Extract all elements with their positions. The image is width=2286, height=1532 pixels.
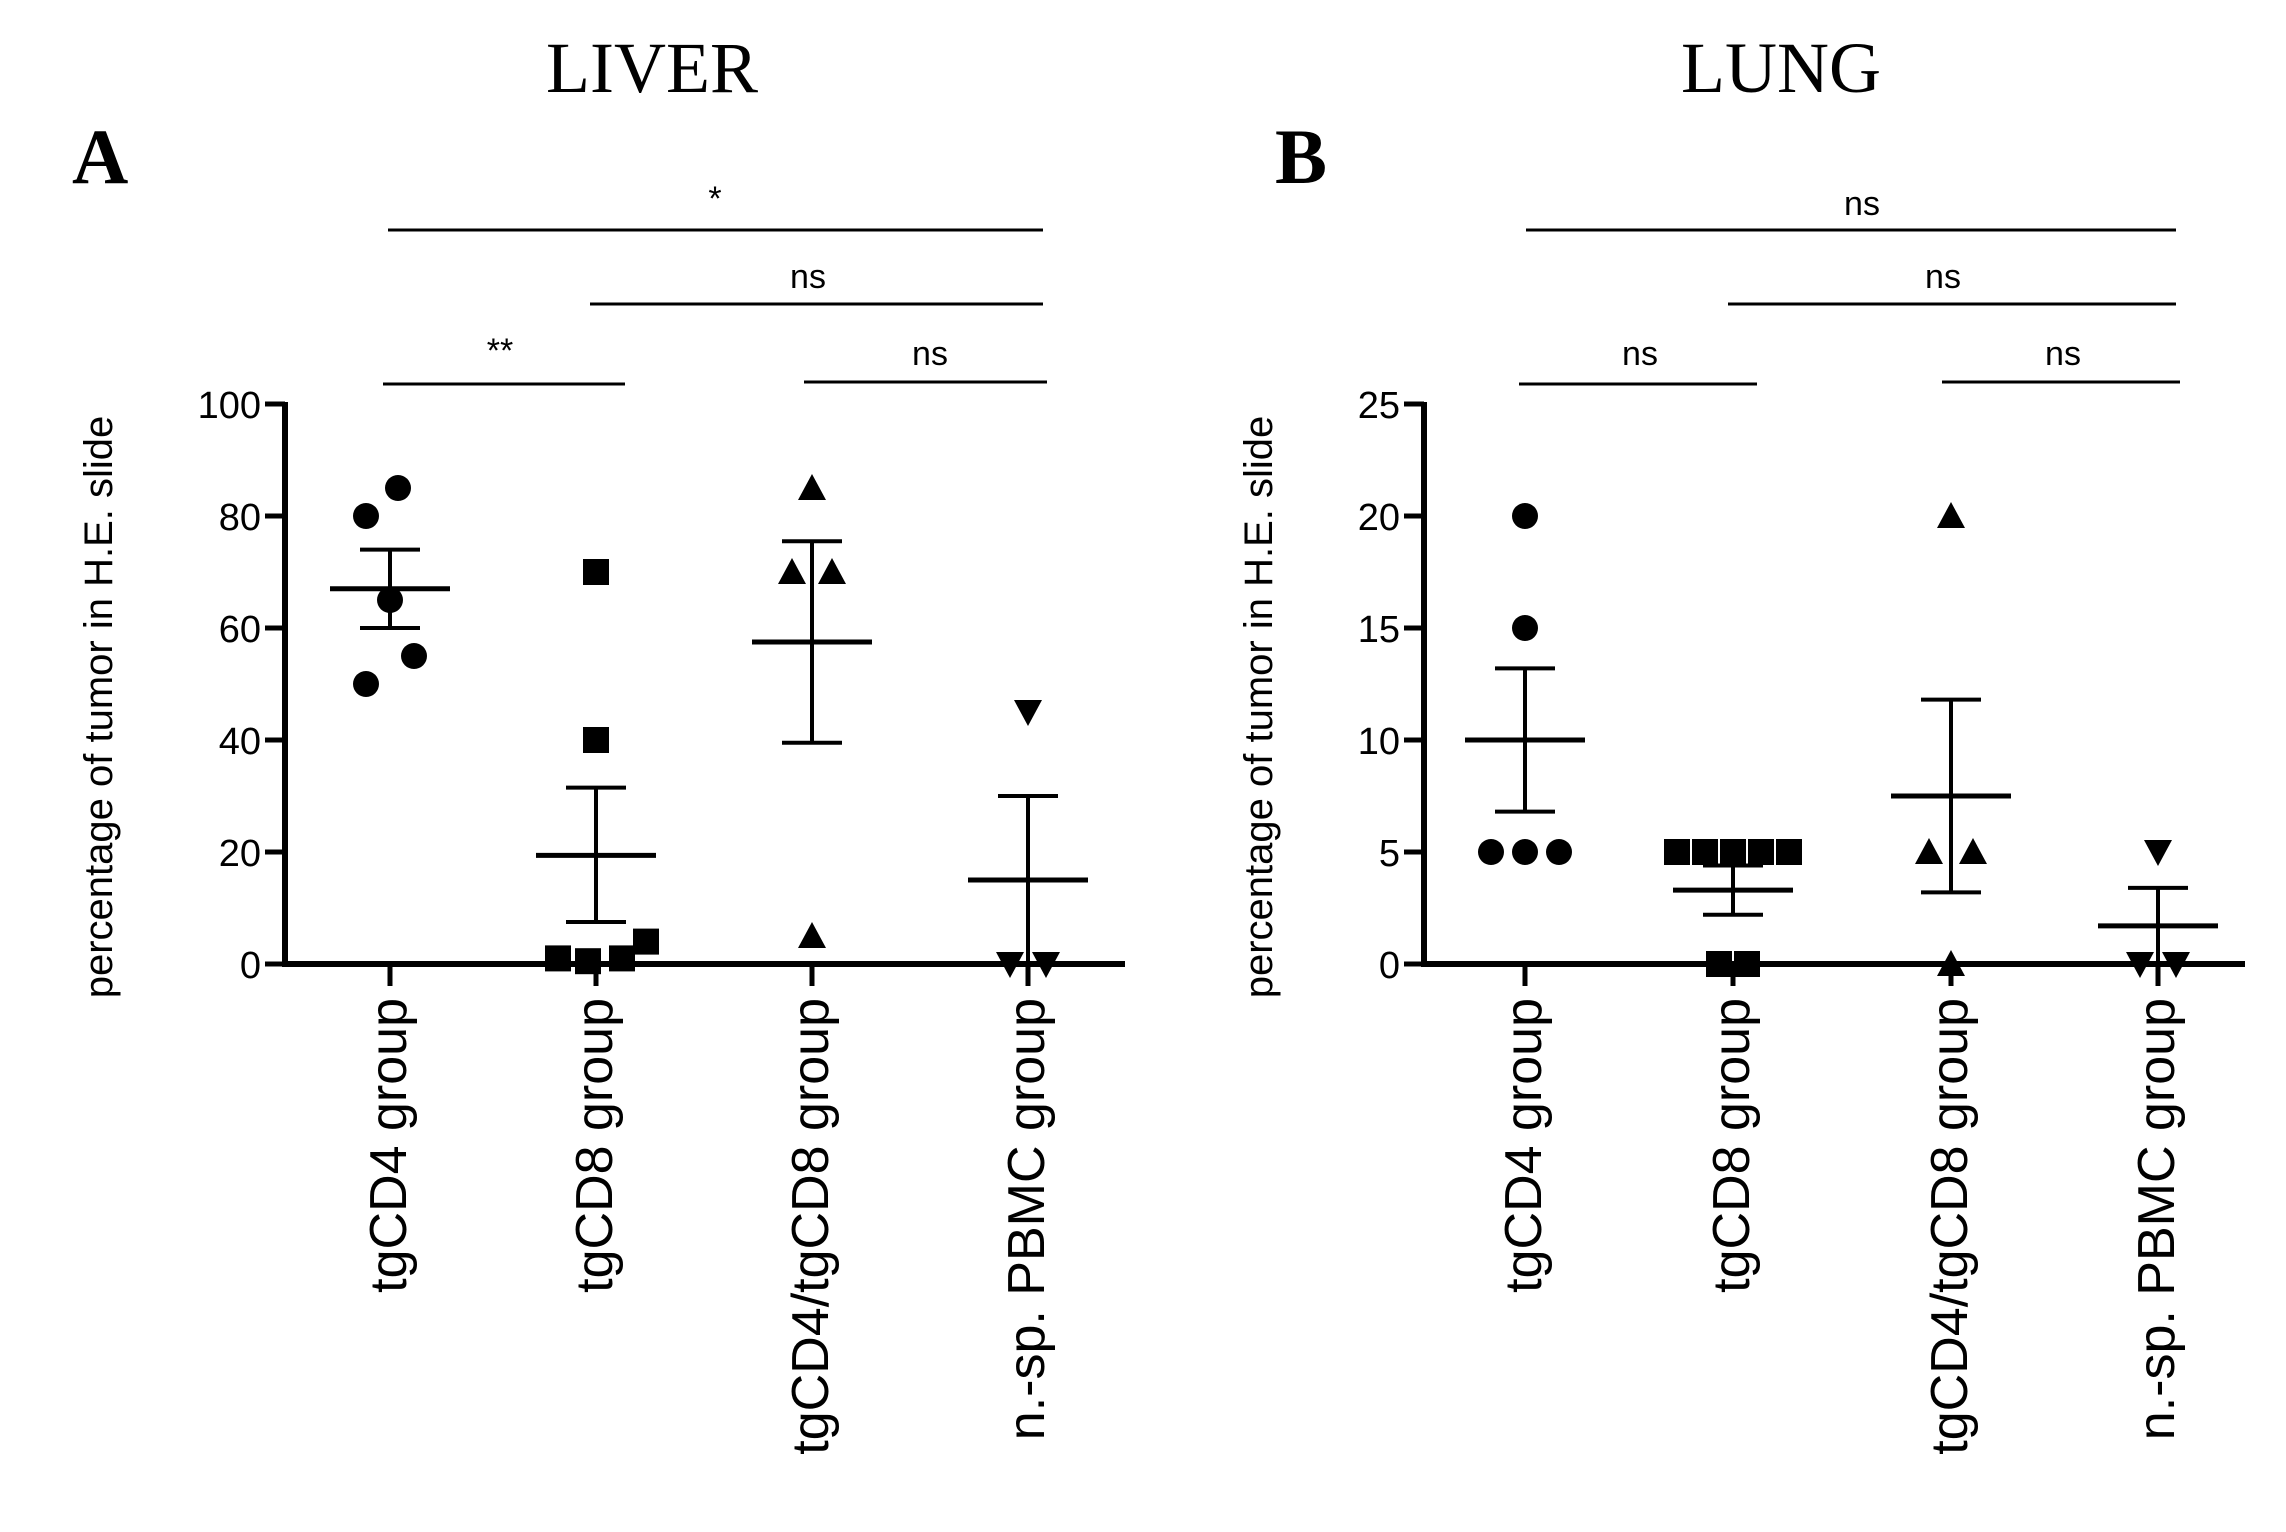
y-tick-label: 15 [1358,609,1400,651]
data-point-circle [353,503,379,529]
significance-label: * [708,180,721,218]
data-point-square [1734,951,1760,977]
data-point-triangle-up [818,558,846,584]
data-point-square [1664,839,1690,865]
y-tick-label: 40 [219,721,261,763]
y-tick-label: 20 [219,833,261,875]
data-point-triangle-up [1959,838,1987,864]
significance-label: ns [1622,335,1658,373]
x-tick-label-tgcd4-tgcd8-group: tgCD4/tgCD8 group [782,998,840,1455]
data-point-circle [353,671,379,697]
data-point-square [1692,839,1718,865]
data-point-square [1776,839,1802,865]
data-point-triangle-down [2162,952,2190,978]
significance-label: ns [1925,258,1961,296]
data-point-circle [1546,839,1572,865]
y-tick-label: 25 [1358,385,1400,427]
data-point-square [583,727,609,753]
series-n-sp-pbmc-group [968,700,1088,978]
series-tgcd8-group [536,559,659,975]
data-point-circle [1512,615,1538,641]
panel-title: LUNG [1681,28,1881,108]
series-tgcd4-group [330,475,450,697]
panel-letter: B [1275,113,1327,200]
y-tick-label: 80 [219,497,261,539]
y-tick-label: 60 [219,609,261,651]
data-point-circle [1478,839,1504,865]
x-tick-label-n-sp-pbmc-group: n.-sp. PBMC group [2128,998,2186,1440]
data-point-square [545,945,571,972]
significance-label: ns [790,258,826,296]
data-point-triangle-down [2126,952,2154,978]
data-point-triangle-up [778,558,806,584]
significance-label: ** [487,332,513,370]
data-point-circle [1512,839,1538,865]
y-axis-label: percentage of tumor in H.E. slide [77,416,121,999]
data-point-triangle-up [1937,502,1965,528]
series-n-sp-pbmc-group [2098,840,2218,978]
y-tick-label: 5 [1379,833,1400,875]
data-point-square [633,928,659,955]
series-tgcd4-group [1465,503,1585,865]
x-tick-label-tgcd4-group: tgCD4 group [360,998,418,1293]
significance-label: ns [1844,185,1880,223]
data-point-circle [401,643,427,669]
data-point-triangle-up [1937,950,1965,976]
panel-title: LIVER [546,28,758,108]
data-point-triangle-down [1014,700,1042,726]
series-tgcd4-tgcd8-group [752,474,872,948]
y-tick-label: 100 [198,385,261,427]
y-tick-label: 10 [1358,721,1400,763]
data-point-circle [385,475,411,501]
data-point-square [1706,951,1732,977]
data-point-triangle-up [1915,838,1943,864]
data-point-triangle-down [2144,840,2172,866]
x-tick-label-tgcd8-group: tgCD8 group [566,998,624,1293]
y-tick-label: 0 [240,945,261,987]
panel-letter: A [72,113,128,200]
data-point-square [1720,839,1746,865]
data-point-triangle-down [1032,952,1060,978]
y-axis-label: percentage of tumor in H.E. slide [1237,416,1281,999]
series-tgcd8-group [1664,839,1802,977]
y-tick-label: 0 [1379,945,1400,987]
x-tick-label-tgcd8-group: tgCD8 group [1703,998,1761,1293]
data-point-square [583,559,609,585]
data-point-triangle-up [798,474,826,500]
significance-label: ns [2045,335,2081,373]
data-point-triangle-down [996,952,1024,978]
data-point-square [1748,839,1774,865]
x-tick-label-n-sp-pbmc-group: n.-sp. PBMC group [998,998,1056,1440]
significance-label: ns [912,335,948,373]
x-tick-label-tgcd4-group: tgCD4 group [1495,998,1553,1293]
series-tgcd4-tgcd8-group [1891,502,2011,976]
y-tick-label: 20 [1358,497,1400,539]
data-point-triangle-up [798,922,826,948]
data-point-circle [1512,503,1538,529]
data-point-square [609,945,635,972]
data-point-square [575,948,601,975]
x-tick-label-tgcd4-tgcd8-group: tgCD4/tgCD8 group [1921,998,1979,1455]
